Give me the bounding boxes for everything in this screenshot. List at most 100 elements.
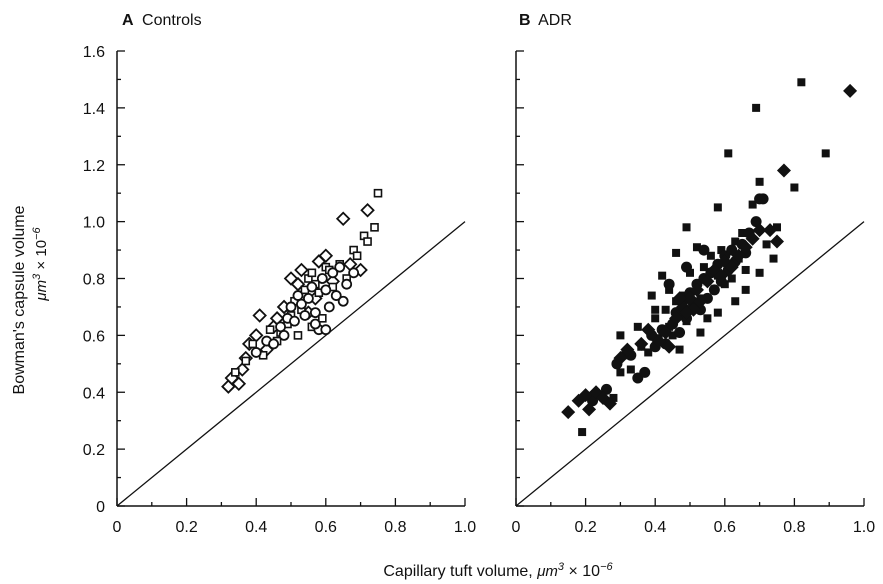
- point-filled-square: [752, 103, 761, 112]
- point-filled-diamond: [689, 282, 704, 297]
- x-tick-label: 0.4: [245, 519, 267, 536]
- point-open-circle: [330, 290, 342, 301]
- point-filled-square: [755, 268, 764, 277]
- x-axis-title: Capillary tuft volume, μm3 × 10−6: [383, 561, 613, 580]
- point-filled-diamond: [641, 322, 656, 337]
- point-filled-diamond: [582, 402, 597, 417]
- point-filled-square: [717, 246, 726, 255]
- point-open-circle: [316, 273, 328, 284]
- point-open-square: [373, 188, 383, 198]
- y-tick-label: 0.6: [83, 328, 105, 345]
- x-tick-label: 0.8: [384, 519, 406, 536]
- y-tick-label: 0: [96, 499, 105, 516]
- point-filled-square: [713, 203, 722, 212]
- y-axis-unit-text: μm3 × 10−6: [31, 227, 50, 302]
- point-open-circle: [348, 267, 360, 279]
- point-filled-diamond: [658, 325, 673, 340]
- point-open-diamond: [335, 211, 351, 227]
- point-open-diamond: [318, 248, 334, 264]
- point-filled-square: [703, 314, 712, 323]
- point-filled-square: [713, 308, 722, 317]
- point-filled-diamond: [770, 234, 784, 249]
- y-tick-label: 1.2: [83, 158, 105, 175]
- y-tick-label: 0.8: [83, 272, 105, 289]
- point-filled-square: [741, 265, 750, 274]
- point-filled-square: [665, 285, 674, 294]
- point-filled-square: [821, 149, 830, 158]
- x-unit-mult: × 10: [564, 563, 600, 580]
- point-filled-square: [682, 223, 691, 232]
- point-filled-diamond: [620, 342, 635, 357]
- point-open-diamond: [252, 308, 267, 323]
- point-filled-diamond: [745, 231, 760, 246]
- point-filled-diamond: [634, 336, 649, 351]
- point-filled-square: [696, 328, 705, 337]
- point-filled-diamond: [672, 291, 687, 306]
- y-tick-label: 1.0: [83, 215, 105, 232]
- point-filled-diamond: [683, 291, 697, 306]
- point-filled-square: [661, 305, 670, 314]
- point-open-circle: [341, 278, 353, 290]
- panel-a-title-text: Controls: [142, 12, 202, 29]
- point-filled-diamond: [776, 163, 791, 178]
- y-axis-label: Bowman's capsule volume: [11, 205, 28, 394]
- point-open-square: [265, 325, 275, 334]
- x-tick-label: 0.6: [315, 519, 337, 536]
- point-filled-square: [692, 243, 701, 252]
- x-unit-base: μm: [536, 563, 558, 580]
- point-open-circle: [289, 315, 300, 327]
- point-filled-diamond: [602, 396, 617, 411]
- panel-a-controls: A Controls 0 0.2 0.4 0.6 0.8 1.0 1.2 1.4 1.6 0 0.2…: [83, 12, 476, 536]
- point-filled-square: [755, 177, 764, 186]
- point-open-circle: [323, 301, 335, 313]
- x-tick-label: 0: [512, 519, 521, 536]
- point-open-square: [307, 268, 317, 278]
- point-open-square: [352, 251, 362, 261]
- point-filled-diamond: [679, 305, 694, 320]
- point-filled-diamond: [651, 334, 666, 349]
- point-filled-square: [797, 78, 806, 87]
- point-filled-diamond: [752, 223, 767, 238]
- point-filled-square: [644, 348, 653, 357]
- point-open-square: [241, 356, 251, 366]
- panel-a-points: [221, 188, 383, 394]
- point-filled-diamond: [662, 339, 677, 354]
- panel-b-letter: B: [519, 12, 531, 29]
- point-filled-square: [706, 251, 715, 260]
- point-filled-square: [658, 271, 667, 280]
- point-open-diamond: [294, 262, 309, 278]
- point-open-circle: [302, 293, 314, 304]
- point-filled-circle: [681, 261, 693, 273]
- point-open-circle: [309, 318, 321, 330]
- point-open-circle: [299, 310, 311, 321]
- point-filled-circle: [757, 193, 769, 205]
- point-filled-square: [741, 285, 750, 294]
- point-filled-circle: [663, 278, 675, 290]
- point-open-circle: [306, 281, 318, 293]
- point-open-square: [363, 237, 372, 246]
- point-filled-circle: [708, 284, 720, 296]
- point-filled-square: [731, 297, 740, 306]
- point-filled-square: [609, 393, 618, 402]
- x-unit-exp2: −6: [600, 561, 613, 573]
- point-open-circle: [296, 298, 307, 310]
- point-filled-square: [672, 248, 681, 257]
- y-tick-label: 1.6: [83, 44, 105, 61]
- point-filled-diamond: [738, 240, 753, 255]
- point-filled-square: [647, 291, 656, 300]
- x-unit-exp: 3: [558, 561, 565, 573]
- point-open-circle: [250, 347, 262, 358]
- point-open-circle: [320, 324, 332, 336]
- x-tick-label: 0.2: [175, 519, 197, 536]
- point-open-circle: [320, 284, 332, 296]
- point-open-square: [231, 368, 240, 377]
- point-filled-square: [773, 223, 781, 232]
- point-filled-diamond: [561, 405, 576, 420]
- y-unit-mult: × 10: [33, 240, 50, 274]
- point-filled-diamond: [724, 260, 739, 275]
- point-filled-diamond: [613, 351, 628, 366]
- panel-b-points: [561, 78, 858, 437]
- point-filled-square: [699, 263, 708, 272]
- point-filled-diamond: [578, 388, 593, 403]
- point-open-circle: [337, 295, 349, 307]
